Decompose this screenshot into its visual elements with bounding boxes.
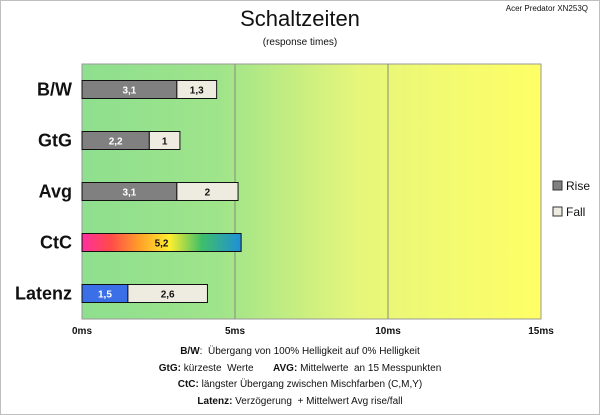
x-tick-label: 0ms	[72, 326, 92, 337]
footnote-term: Latenz:	[197, 395, 233, 407]
data-label: 3,1	[122, 188, 136, 199]
data-label: 2	[205, 188, 211, 199]
legend-label-fall: Fall	[566, 205, 585, 219]
footnote-line: CtC: längster Übergang zwischen Mischfar…	[0, 377, 600, 394]
data-label: 2,6	[161, 290, 175, 301]
footnote-term: AVG:	[273, 362, 298, 374]
category-label: CtC	[40, 233, 72, 253]
data-label: 1,5	[98, 290, 112, 301]
footnote-text: längster Übergang zwischen Mischfarben (…	[198, 379, 423, 390]
monitor-model-label: Acer Predator XN253Q	[505, 4, 588, 13]
footnote-text: Mittelwerte an 15 Messpunkten	[297, 362, 442, 374]
footnote-text: : Übergang von 100% Helligkeit auf 0% He…	[199, 346, 420, 357]
category-label: Latenz	[15, 284, 72, 304]
category-label: GtG	[38, 131, 72, 151]
data-label: 1,3	[190, 86, 204, 97]
category-label: Avg	[39, 182, 72, 202]
x-tick-label: 10ms	[375, 326, 401, 337]
x-tick-label: 15ms	[528, 326, 554, 337]
data-label: 5,2	[155, 239, 169, 250]
bar-rise	[81, 233, 242, 252]
footnote-term: GtG:	[158, 362, 181, 374]
data-label: 2,2	[109, 137, 123, 148]
x-tick-label: 5ms	[225, 326, 245, 337]
bar-fall	[148, 131, 181, 150]
legend-label-rise: Rise	[566, 179, 590, 193]
bar-fall	[176, 182, 239, 201]
legend-swatch-fall	[552, 206, 563, 217]
bar-fall	[176, 80, 218, 99]
bar-fall	[127, 284, 208, 303]
footnote-term: CtC:	[177, 379, 199, 390]
footnotes: B/W: Übergang von 100% Helligkeit auf 0%…	[0, 344, 600, 410]
data-label: 3,1	[122, 86, 136, 97]
footnote-text: kürzeste Werte	[180, 362, 274, 374]
category-label: B/W	[37, 80, 72, 100]
chart-subtitle: (response times)	[262, 37, 338, 48]
footnote-term: B/W	[180, 346, 200, 357]
chart-title: Schaltzeiten	[240, 6, 360, 31]
footnote-line: Latenz: Verzögerung + Mittelwert Avg ris…	[0, 394, 600, 411]
data-label: 1	[162, 137, 168, 148]
legend-swatch-rise	[552, 180, 563, 191]
footnote-line: B/W: Übergang von 100% Helligkeit auf 0%…	[0, 344, 600, 361]
footnote-text: Verzögerung + Mittelwert Avg rise/fall	[232, 395, 403, 407]
footnote-line: GtG: kürzeste Werte AVG: Mittelwerte an …	[0, 361, 600, 378]
